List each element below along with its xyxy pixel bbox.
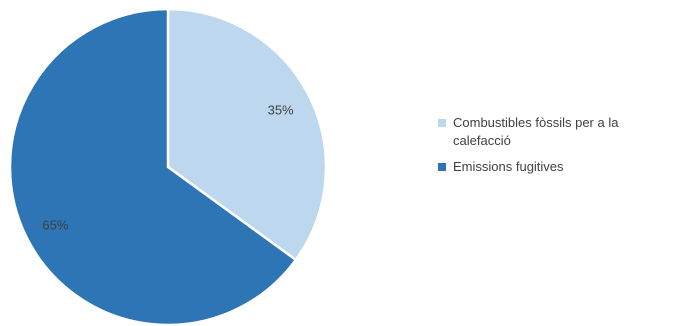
pie-slice-fugitive-emissions xyxy=(8,7,298,326)
legend-label-fugitive-emissions: Emissions fugitives xyxy=(453,159,564,174)
legend-label-fossil-fuels: Combustibles fòssils per a la calefacció xyxy=(453,115,619,148)
legend-item-fossil-fuels: Combustibles fòssils per a la calefacció xyxy=(438,114,678,150)
pie-label-fugitive-emissions: 65% xyxy=(42,217,68,232)
legend-swatch-fugitive-emissions xyxy=(438,163,446,171)
pie-data-labels: 35% 65% xyxy=(42,103,294,233)
pie-slice-fossil-fuels xyxy=(166,7,328,262)
legend-swatch-fossil-fuels xyxy=(438,119,446,127)
pie-slices xyxy=(8,7,328,326)
pie-label-fossil-fuels: 35% xyxy=(268,103,294,118)
legend: Combustibles fòssils per a la calefacció… xyxy=(438,114,678,184)
legend-item-fugitive-emissions: Emissions fugitives xyxy=(438,158,678,176)
